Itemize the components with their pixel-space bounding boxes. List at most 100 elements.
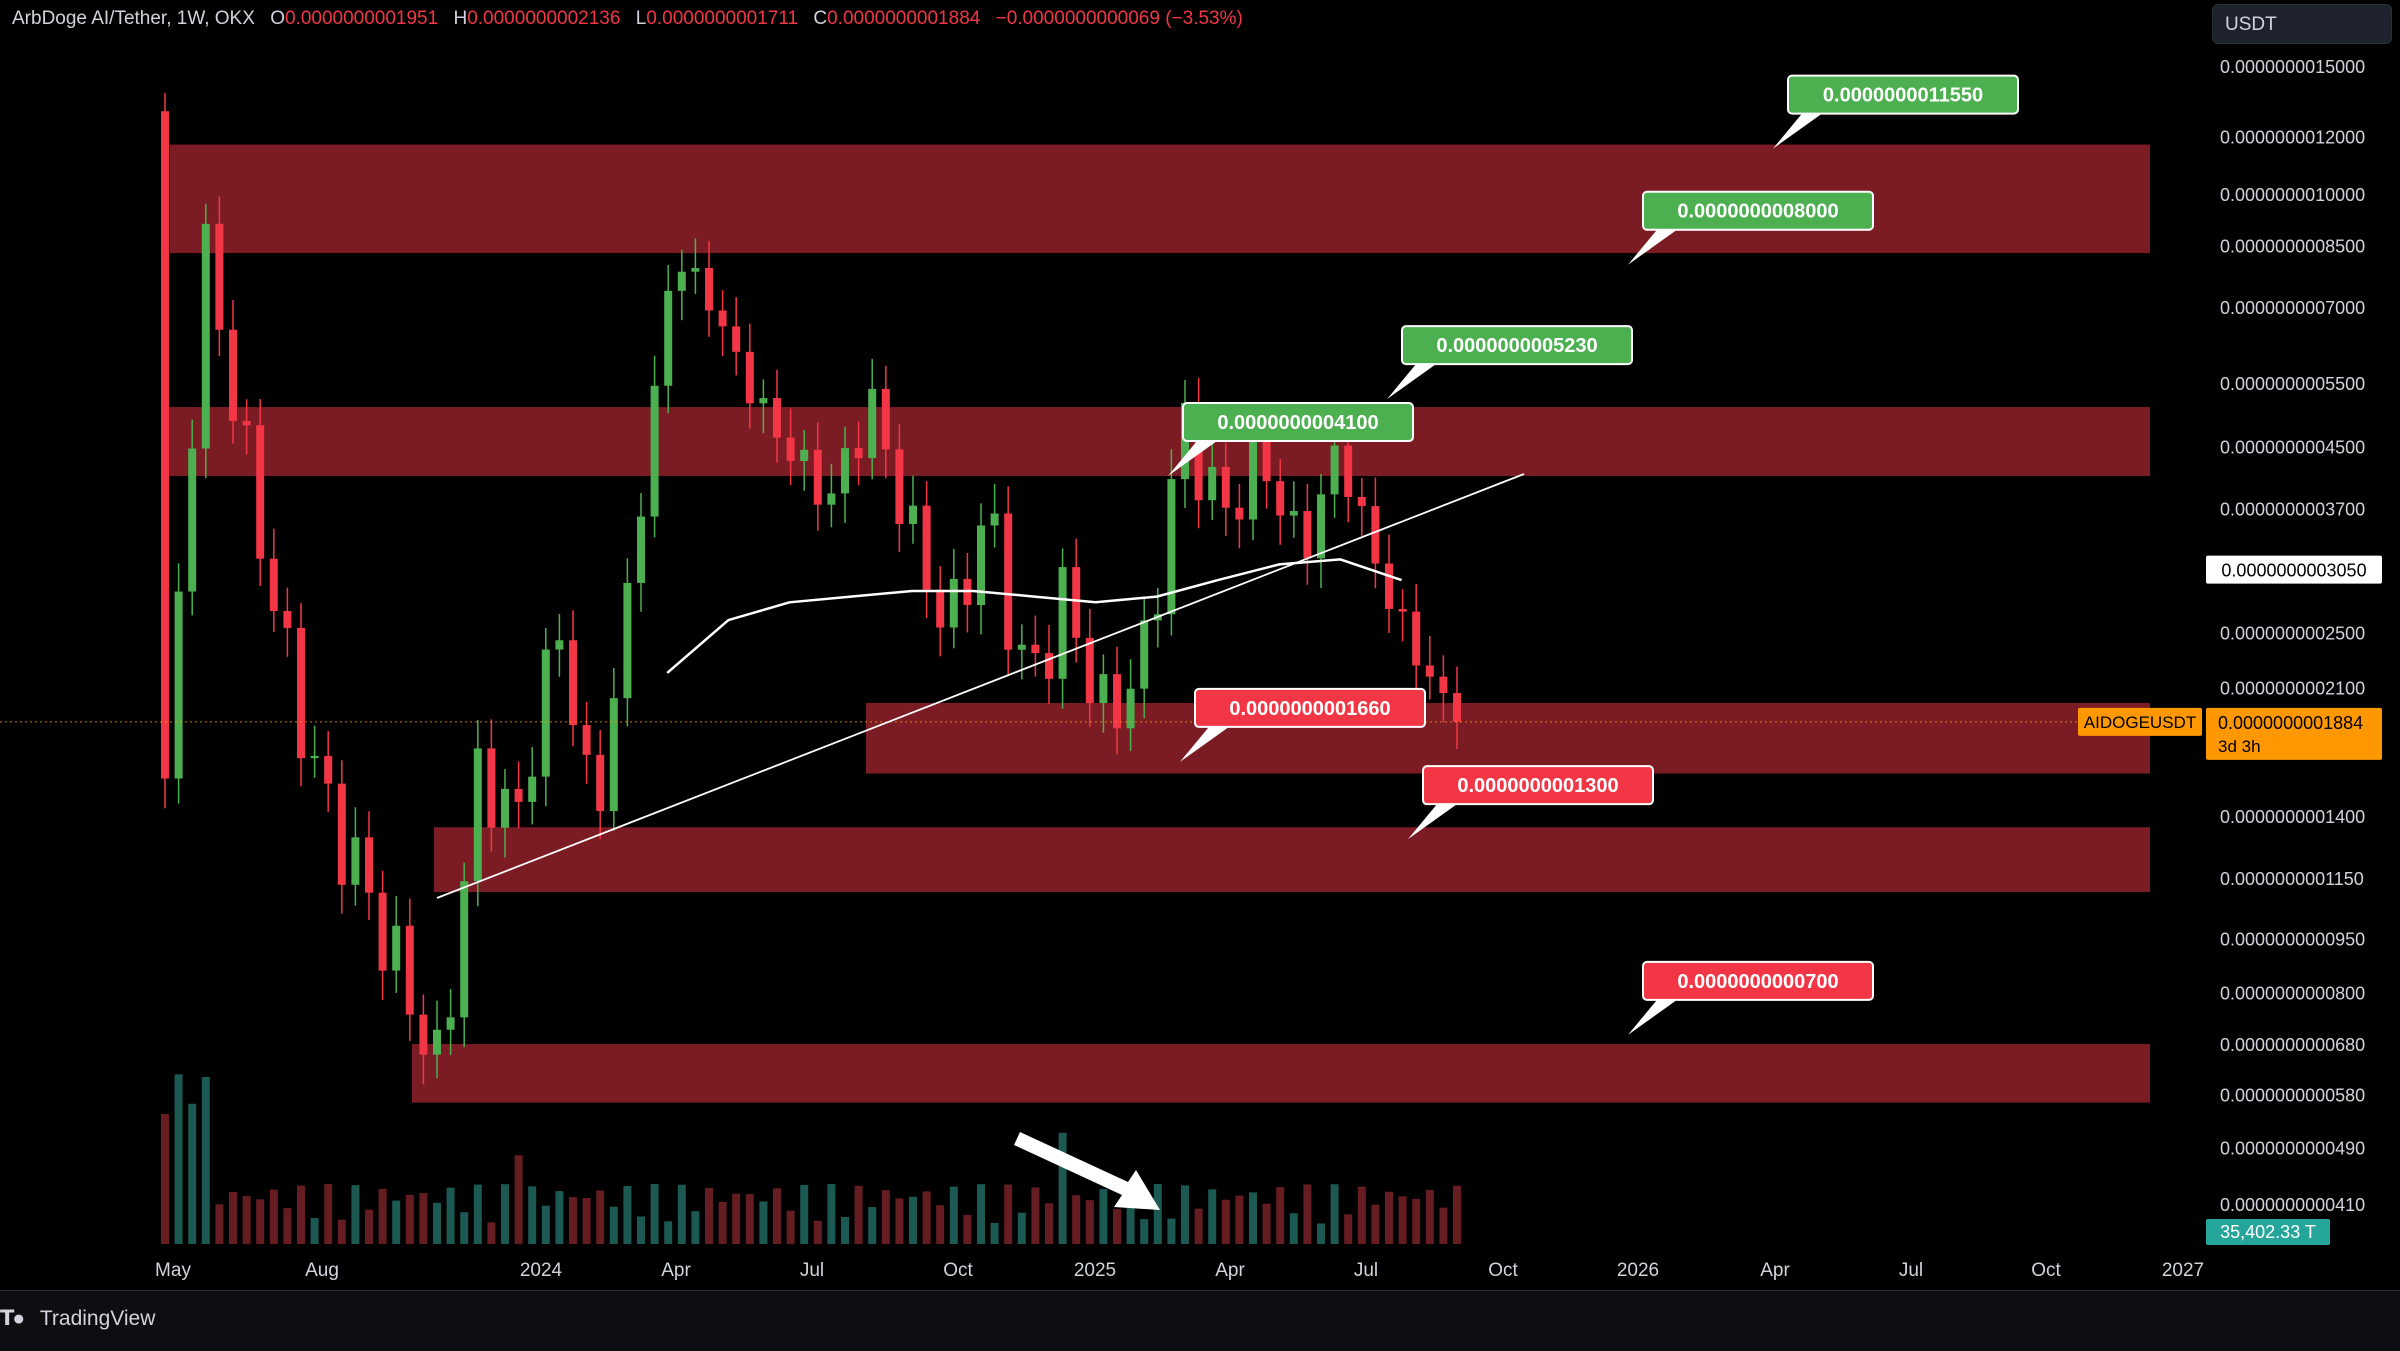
volume-bar-35 [637, 1216, 645, 1244]
volume-bar-18 [405, 1194, 414, 1244]
x-tick-14: 2027 [2162, 1260, 2204, 1281]
candle-body-95 [1453, 693, 1461, 722]
volume-bar-22 [460, 1212, 469, 1244]
candle-body-41 [718, 310, 727, 327]
volume-bar-52 [868, 1207, 877, 1244]
volume-bar-62 [1004, 1184, 1013, 1244]
candle-body-28 [541, 649, 550, 777]
volume-bar-79 [1235, 1195, 1244, 1244]
volume-bar-61 [990, 1222, 999, 1244]
change-value: −0.0000000000069 (−3.53%) [995, 8, 1243, 29]
candle-body-14 [351, 837, 360, 885]
candle-body-43 [745, 351, 754, 404]
currency-selector[interactable]: USDT [2212, 4, 2392, 44]
candle-body-92 [1412, 611, 1421, 666]
candle-body-10 [297, 627, 305, 759]
candle-body-21 [446, 1017, 455, 1030]
volume-bar-16 [378, 1188, 387, 1244]
level-box-5 [1422, 765, 1654, 806]
volume-bar-50 [841, 1216, 849, 1244]
candle-body-89 [1371, 506, 1380, 564]
volume-bar-84 [1303, 1184, 1312, 1244]
symbol-title: ArbDoge AI/Tether, 1W, OKX [12, 8, 255, 29]
candle-body-81 [1262, 436, 1271, 482]
volume-bar-15 [365, 1209, 373, 1244]
candle-body-25 [501, 788, 509, 828]
y-tick-16: 0.0000000000490 [2220, 1139, 2365, 1159]
y-tick-9: 0.0000000002100 [2220, 679, 2365, 699]
candle-body-56 [922, 505, 931, 590]
candle-body-74 [1167, 479, 1176, 615]
zone-1 [168, 407, 2150, 477]
volume-bar-65 [1045, 1203, 1053, 1244]
candle-body-70 [1113, 674, 1121, 729]
y-tick-11: 0.0000000001150 [2220, 869, 2364, 889]
level-price-2: 0.0000000005230 [1436, 335, 1597, 357]
volume-bar-30 [569, 1197, 577, 1244]
volume-bar-74 [1167, 1218, 1176, 1244]
candle-body-58 [949, 578, 958, 628]
x-tick-13: Oct [2031, 1260, 2061, 1281]
candle-body-11 [310, 755, 319, 759]
y-tick-12: 0.0000000000950 [2220, 929, 2365, 949]
open-label: O [270, 8, 285, 29]
level-price-0: 0.0000000011550 [1823, 85, 1983, 107]
price-chart[interactable]: 0.0000000011550 0.0000000008000 0.00000000… [0, 0, 2400, 1290]
chart-header: ArbDoge AI/Tether, 1W, OKX O0.0000000001… [12, 8, 1243, 30]
down-arrow-icon [1014, 1132, 1160, 1210]
y-tick-10: 0.0000000001400 [2220, 807, 2365, 827]
volume-bar-7 [256, 1199, 265, 1244]
volume-bar-12 [324, 1184, 333, 1244]
volume-bar-2 [188, 1103, 197, 1244]
volume-bar-1 [174, 1074, 183, 1244]
level-label-0: 0.0000000011550 [1773, 74, 2019, 149]
volume-bar-42 [732, 1193, 741, 1244]
x-tick-2: 2024 [520, 1260, 563, 1281]
volume-bar-24 [487, 1222, 496, 1244]
volume-bar-46 [786, 1210, 795, 1244]
level-pointer-3 [1168, 441, 1217, 477]
tradingview-logo[interactable]: 𝗧● TradingView [0, 1306, 155, 1331]
volume-bar-28 [541, 1205, 550, 1244]
level-box-0 [1787, 74, 2019, 115]
y-tick-17: 0.0000000000410 [2220, 1195, 2365, 1215]
volume-bar-11 [310, 1218, 319, 1244]
candle-body-29 [555, 640, 564, 650]
marker-price-tag [2206, 555, 2382, 584]
volume-bar-47 [800, 1184, 809, 1244]
price-axis[interactable]: 0.0000000015000 0.0000000012000 0.00000000… [2220, 57, 2365, 1215]
x-tick-11: Apr [1760, 1260, 1790, 1281]
candle-body-63 [1017, 644, 1026, 650]
volume-bar-49 [827, 1184, 836, 1244]
candle-body-18 [405, 925, 414, 1015]
x-tick-8: Jul [1354, 1260, 1378, 1281]
volume-bar-66 [1058, 1132, 1067, 1244]
candle-body-15 [365, 837, 373, 893]
trend-line [436, 473, 1525, 899]
time-axis[interactable]: May Aug 2024 Apr Jul Oct 2025 Apr Jul Oct 2026 Apr J… [155, 1260, 2204, 1281]
volume-bar-77 [1208, 1189, 1217, 1244]
volume-bar-17 [392, 1200, 401, 1244]
volume-bar-55 [909, 1196, 917, 1244]
volume-bar-37 [664, 1221, 673, 1244]
candle-body-37 [664, 290, 673, 386]
candle-body-3 [201, 223, 210, 449]
candle-body-5 [229, 329, 237, 422]
volume-bar-44 [759, 1201, 768, 1244]
volume-bar-26 [514, 1155, 523, 1244]
volume-bar-58 [949, 1186, 958, 1244]
candle-body-68 [1085, 637, 1094, 704]
candle-body-82 [1276, 481, 1285, 516]
moving-average-line [666, 558, 1403, 674]
candle-body-9 [283, 610, 292, 628]
candle-body-84 [1303, 511, 1312, 559]
y-tick-2: 0.0000000010000 [2220, 185, 2365, 205]
tradingview-name: TradingView [39, 1307, 156, 1330]
volume-bar-9 [283, 1208, 292, 1244]
volume-bar-5 [229, 1192, 237, 1244]
x-tick-3: Apr [661, 1260, 691, 1281]
level-label-3: 0.0000000004100 [1168, 402, 1414, 477]
candle-body-88 [1357, 497, 1366, 507]
level-label-2: 0.0000000005230 [1387, 325, 1633, 400]
candle-body-0 [161, 111, 169, 779]
